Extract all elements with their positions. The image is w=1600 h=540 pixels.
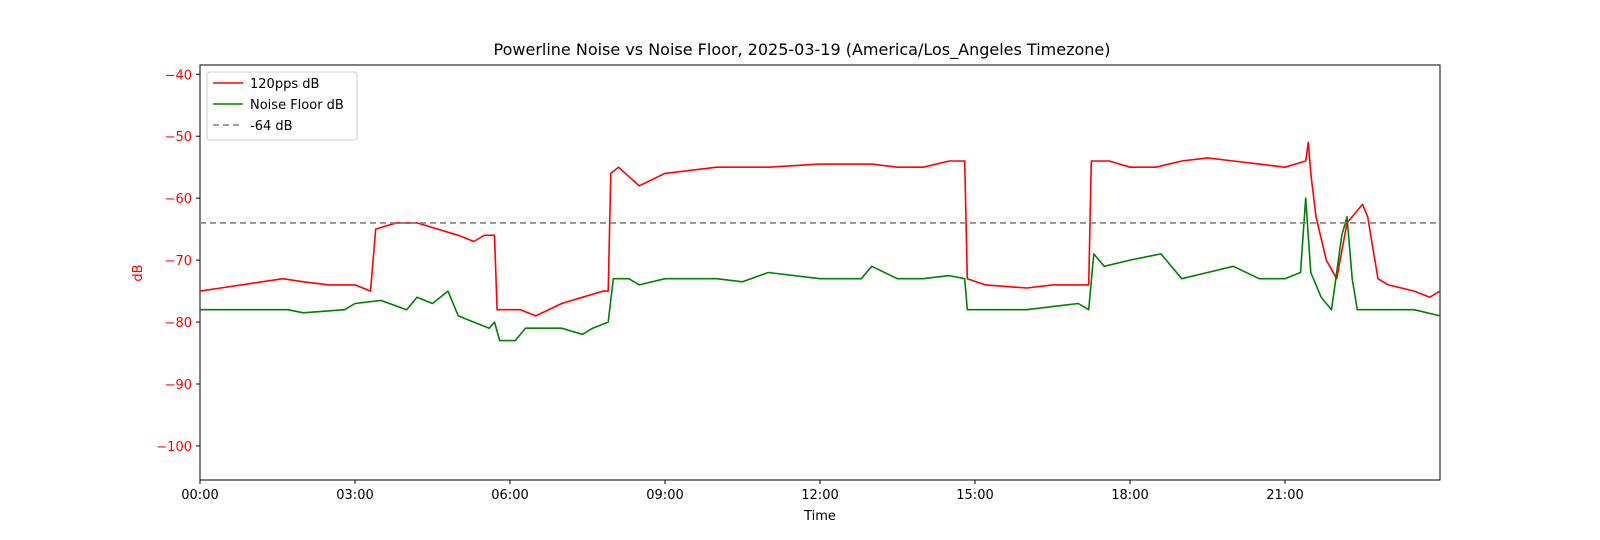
x-tick-label: 06:00 <box>491 488 528 503</box>
y-axis-label: dB <box>131 264 146 281</box>
x-axis-label: Time <box>803 509 836 524</box>
x-tick-label: 09:00 <box>646 488 683 503</box>
legend-box <box>206 71 358 141</box>
x-tick-label: 18:00 <box>1111 488 1148 503</box>
y-tick-label: −80 <box>165 316 192 331</box>
series-line-noise-floor <box>200 197 1441 342</box>
chart-title: Powerline Noise vs Noise Floor, 2025-03-… <box>494 40 1111 60</box>
y-axis: −40 −50 −60 −70 −80 −90 −100 <box>156 68 200 455</box>
x-tick-label: 21:00 <box>1266 488 1303 503</box>
legend-label-120pps: 120pps dB <box>250 77 319 92</box>
y-tick-label: −100 <box>156 440 192 455</box>
x-tick-label: 03:00 <box>336 488 373 503</box>
y-tick-label: −50 <box>165 130 192 145</box>
legend-label-reference: -64 dB <box>250 119 293 134</box>
y-tick-label: −40 <box>165 68 192 83</box>
x-tick-label: 00:00 <box>181 488 218 503</box>
y-tick-label: −90 <box>165 378 192 393</box>
x-axis: 00:00 03:00 06:00 09:00 12:00 15:00 18:00 21:00 <box>181 480 1304 503</box>
y-tick-label: −70 <box>165 254 192 269</box>
y-tick-label: −60 <box>165 192 192 207</box>
series-layer <box>199 141 1441 342</box>
x-tick-label: 12:00 <box>801 488 838 503</box>
series-line-120pps <box>199 141 1441 317</box>
x-tick-label: 15:00 <box>956 488 993 503</box>
legend: 120pps dB Noise Floor dB -64 dB <box>206 71 358 141</box>
plot-frame <box>199 64 1441 481</box>
legend-label-noise-floor: Noise Floor dB <box>250 98 344 113</box>
